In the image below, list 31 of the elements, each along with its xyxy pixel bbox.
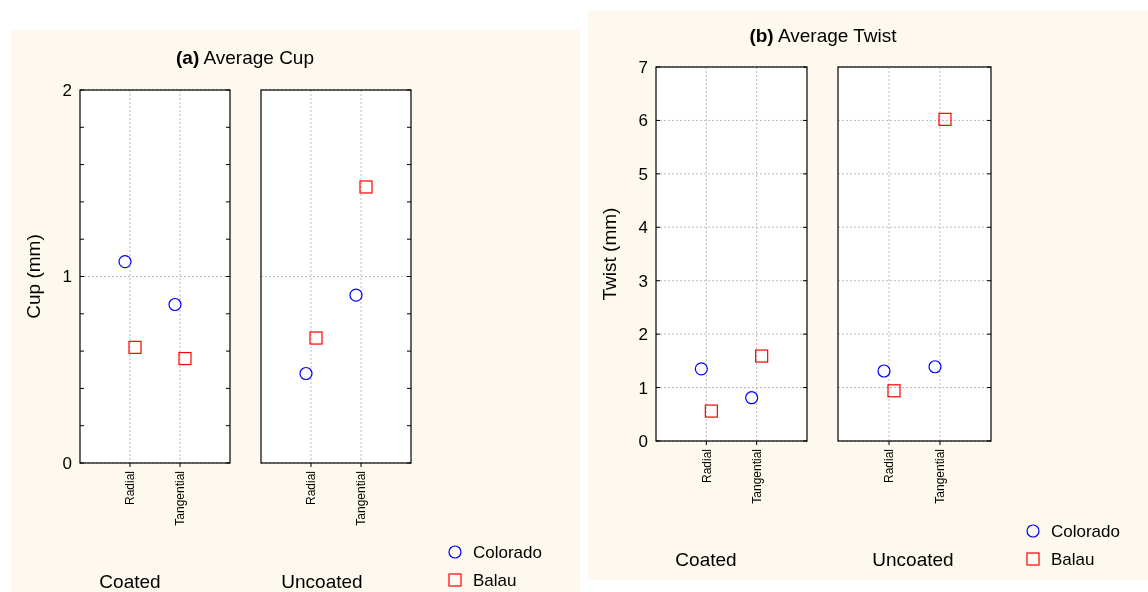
x-tick-label: Radial bbox=[699, 449, 714, 484]
x-tick-label: Tangential bbox=[749, 449, 764, 504]
x-axis-title: Uncoated bbox=[872, 549, 954, 570]
x-axis-title: Coated bbox=[675, 549, 737, 570]
legend-label: Colorado bbox=[473, 542, 542, 562]
x-axis-title: Coated bbox=[99, 571, 161, 592]
y-axis-title: Twist (mm) bbox=[599, 207, 620, 301]
legend-label: Colorado bbox=[1051, 521, 1120, 541]
x-tick-label: Tangential bbox=[933, 449, 948, 504]
y-tick-label: 5 bbox=[638, 164, 648, 184]
y-axis-title: Cup (mm) bbox=[23, 234, 44, 319]
chart-title: (a) Average Cup bbox=[175, 47, 315, 68]
x-tick-label: Tangential bbox=[173, 471, 188, 526]
y-tick-label: 7 bbox=[638, 57, 648, 77]
legend-label: Balau bbox=[1051, 549, 1095, 569]
x-tick-label: Radial bbox=[882, 449, 897, 484]
y-tick-label: 3 bbox=[638, 271, 648, 291]
x-tick-label: Radial bbox=[304, 471, 319, 506]
x-tick-label: Radial bbox=[123, 471, 138, 506]
y-tick-label: 1 bbox=[638, 378, 648, 398]
y-tick-label: 2 bbox=[638, 325, 648, 345]
x-tick-label: Tangential bbox=[354, 471, 369, 526]
y-tick-label: 0 bbox=[62, 453, 72, 473]
y-tick-label: 1 bbox=[62, 267, 72, 287]
chart-title: (b) Average Twist bbox=[749, 25, 898, 46]
y-tick-label: 4 bbox=[638, 218, 648, 238]
legend-label: Balau bbox=[473, 570, 517, 590]
x-axis-title: Uncoated bbox=[281, 571, 363, 592]
y-tick-label: 0 bbox=[638, 431, 648, 451]
y-tick-label: 2 bbox=[62, 80, 72, 100]
y-tick-label: 6 bbox=[638, 111, 648, 131]
